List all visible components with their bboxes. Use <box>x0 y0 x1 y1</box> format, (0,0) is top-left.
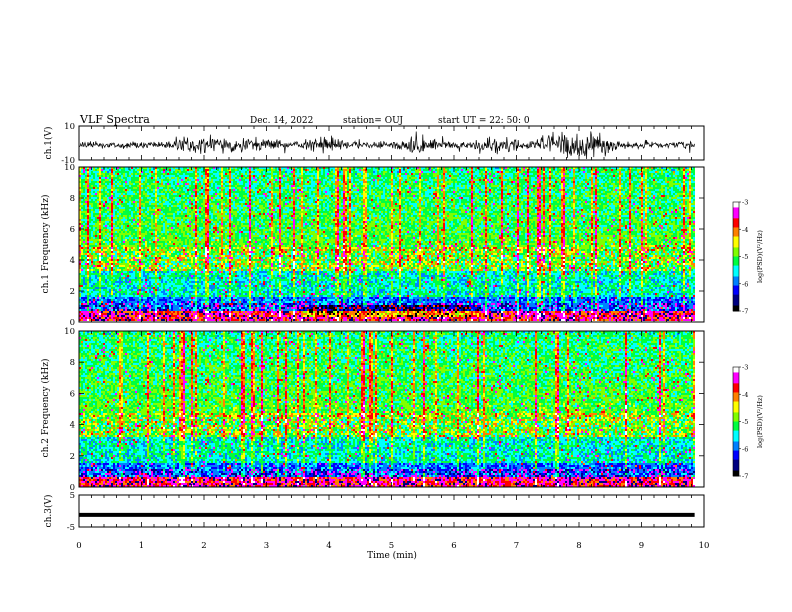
time-tick-label: 4 <box>326 541 331 551</box>
ch2-spectrogram-ytick-label: 6 <box>70 389 75 399</box>
ch1-spectrogram-ytick-label: 2 <box>70 287 75 297</box>
colorbar-tick-label: -4 <box>742 391 748 399</box>
ch1-waveform-panel: 10-10 <box>61 122 704 166</box>
colorbar-tick-label: -7 <box>742 308 748 316</box>
colorbar-tick-label: -6 <box>742 445 748 453</box>
time-tick-label: 7 <box>514 541 519 551</box>
ch1-waveform-ytick-label: 10 <box>64 122 75 132</box>
time-axis: 0 1 2 3 4 5 6 7 8 9 10 <box>76 541 709 551</box>
colorbar-tick-label: -6 <box>742 280 748 288</box>
ch3-waveform-panel: 5 -5 <box>67 491 704 533</box>
date-label: Dec. 14, 2022 <box>250 116 313 126</box>
colorbar-tick-label: -5 <box>742 418 748 426</box>
figure-title: VLF Spectra <box>79 113 150 126</box>
start-time-label: start UT = 22: 50: 0 <box>438 116 530 126</box>
ch1-waveform-trace <box>79 131 695 159</box>
ch1-spectrogram-image <box>79 167 695 321</box>
ch1-spectrogram-ylabel: ch.1 Frequency (kHz) <box>40 195 51 294</box>
station-label: station= OUJ <box>343 116 403 126</box>
time-tick-label: 0 <box>76 541 81 551</box>
colorbar-tick-label: -3 <box>742 199 748 207</box>
colorbar-tick-label: -7 <box>742 473 748 481</box>
ch2-spectrogram-ytick-label: 4 <box>70 421 75 431</box>
colorbar-label: log(PSD)(V²/Hz) <box>756 395 764 448</box>
time-tick-label: 10 <box>699 541 710 551</box>
time-tick-label: 1 <box>139 541 144 551</box>
ch2-spectrogram-ytick-label: 10 <box>64 327 75 337</box>
ch1-spectrogram-ytick-label: 8 <box>70 194 75 204</box>
time-tick-label: 9 <box>639 541 644 551</box>
time-tick-label: 6 <box>451 541 456 551</box>
time-tick-label: 8 <box>576 541 581 551</box>
ch2-spectrogram-ytick-label: 2 <box>70 452 75 462</box>
colorbar-tick-label: -4 <box>742 226 748 234</box>
colorbar-label: log(PSD)(V²/Hz) <box>756 230 764 283</box>
ch3-waveform-ylabel: ch.3(V) <box>43 495 54 528</box>
ch1-spectrogram-ytick-label: 4 <box>70 256 75 266</box>
ch2-spectrogram-ylabel: ch.2 Frequency (kHz) <box>40 359 51 458</box>
ch3-waveform-ytick-label: 5 <box>70 491 75 501</box>
ch3-waveform-ytick-label: -5 <box>67 523 75 533</box>
ch1-spectrogram-ytick-label: 6 <box>70 225 75 235</box>
ch2-spectrogram-ytick-label: 8 <box>70 358 75 368</box>
colorbars: -3 -4 -5 -6 -7 log(PSD)(V²/Hz) -3 -4 -5 -6 -7 log(P… <box>733 199 764 481</box>
time-tick-label: 5 <box>389 541 394 551</box>
colorbar-tick-label: -5 <box>742 253 748 261</box>
ch2-spectrogram-image <box>79 331 695 487</box>
time-axis-label: Time (min) <box>367 550 417 561</box>
colorbar-tick-label: -3 <box>742 364 748 372</box>
ch1-waveform-ylabel: ch.1(V) <box>43 127 54 160</box>
time-tick-label: 3 <box>264 541 269 551</box>
time-tick-label: 2 <box>201 541 206 551</box>
ch1-spectrogram-ytick-label: 10 <box>64 163 75 173</box>
